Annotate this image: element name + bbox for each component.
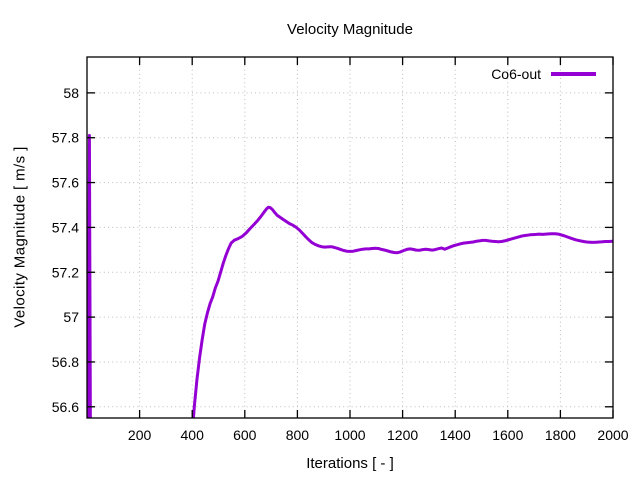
- x-tick-label: 1400: [440, 427, 471, 443]
- x-tick-label: 800: [286, 427, 310, 443]
- legend: Co6-out: [491, 66, 596, 82]
- y-axis-label: Velocity Magnitude [ m/s ]: [11, 146, 29, 328]
- x-tick-label: 1800: [545, 427, 576, 443]
- y-tick-label: 57.4: [52, 219, 79, 235]
- y-tick-label: 58: [63, 85, 79, 101]
- x-tick-label: 400: [181, 427, 205, 443]
- x-tick-label: 2000: [597, 427, 628, 443]
- y-tick-label: 57: [63, 309, 79, 325]
- y-tick-label: 57.2: [52, 264, 79, 280]
- y-tick-label: 57.8: [52, 130, 79, 146]
- legend-line-sample: [551, 72, 596, 76]
- x-tick-label: 1600: [492, 427, 523, 443]
- y-tick-label: 57.6: [52, 175, 79, 191]
- x-tick-label: 200: [128, 427, 152, 443]
- legend-label: Co6-out: [491, 66, 541, 82]
- x-axis-label: Iterations [ - ]: [306, 455, 394, 472]
- series-line: [87, 134, 613, 418]
- y-tick-label: 56.8: [52, 354, 79, 370]
- chart-title: Velocity Magnitude: [287, 21, 413, 38]
- x-tick-label: 600: [233, 427, 257, 443]
- x-tick-label: 1000: [334, 427, 365, 443]
- y-tick-label: 56.6: [52, 399, 79, 415]
- x-tick-label: 1200: [387, 427, 418, 443]
